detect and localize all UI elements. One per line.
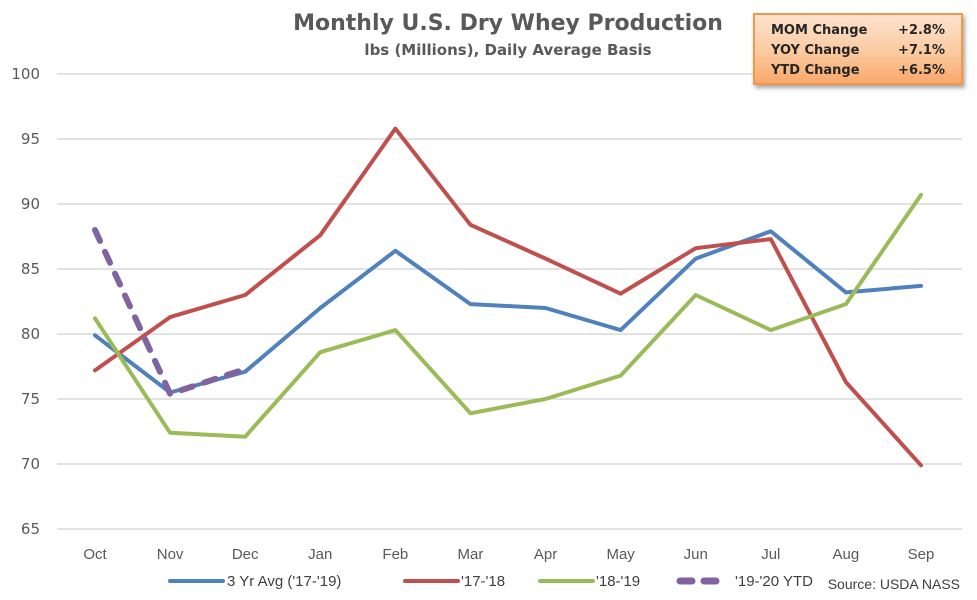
stats-label: YOY Change bbox=[771, 43, 860, 58]
stats-label: MOM Change bbox=[771, 23, 868, 38]
y-tick-label: 100 bbox=[11, 65, 40, 83]
legend-label: '19-'20 YTD bbox=[735, 573, 813, 590]
x-tick-label: Jun bbox=[684, 546, 708, 563]
series-line-3 bbox=[92, 227, 249, 397]
series-line-1 bbox=[93, 126, 923, 468]
x-tick-label: Jul bbox=[761, 546, 780, 563]
x-tick-label: Oct bbox=[83, 546, 107, 563]
chart-title: Monthly U.S. Dry Whey Production bbox=[293, 11, 723, 36]
series-line-2 bbox=[93, 192, 923, 439]
y-axis-ticks: 65 70 75 80 85 90 95 100 bbox=[11, 65, 40, 538]
series-lines bbox=[92, 126, 923, 468]
stats-value: +7.1% bbox=[898, 43, 945, 58]
x-tick-label: Sep bbox=[908, 546, 935, 563]
y-tick-label: 95 bbox=[21, 130, 40, 148]
x-tick-label: Dec bbox=[232, 546, 259, 563]
change-stats-box: MOM Change +2.8% YOY Change +7.1% YTD Ch… bbox=[753, 13, 963, 85]
stats-row-ytd: YTD Change +6.5% bbox=[771, 61, 945, 81]
x-axis-ticks: Oct Nov Dec Jan Feb Mar Apr May Jun Jul Aug Sep bbox=[83, 546, 934, 563]
stats-row-yoy: YOY Change +7.1% bbox=[771, 41, 945, 61]
x-tick-label: Jan bbox=[308, 546, 332, 563]
x-tick-label: Aug bbox=[833, 546, 860, 563]
stats-value: +6.5% bbox=[898, 63, 945, 78]
legend-label: '18-'19 bbox=[596, 573, 640, 590]
series-line-0 bbox=[93, 229, 923, 395]
y-tick-label: 90 bbox=[21, 195, 40, 213]
y-tick-label: 65 bbox=[21, 520, 40, 538]
y-tick-label: 75 bbox=[21, 390, 40, 408]
legend-label: 3 Yr Avg ('17-'19) bbox=[227, 573, 341, 590]
x-tick-label: May bbox=[606, 546, 635, 563]
x-tick-label: Nov bbox=[157, 546, 184, 563]
chart-subtitle: lbs (Millions), Daily Average Basis bbox=[364, 41, 651, 59]
stats-value: +2.8% bbox=[898, 23, 945, 38]
y-tick-label: 85 bbox=[21, 260, 40, 278]
legend: 3 Yr Avg ('17-'19) '17-'18 '18-'19 '19-'20 … bbox=[168, 573, 813, 590]
x-tick-label: Mar bbox=[458, 546, 484, 563]
legend-label: '17-'18 bbox=[461, 573, 505, 590]
y-tick-label: 80 bbox=[21, 325, 40, 343]
y-tick-label: 70 bbox=[21, 455, 40, 473]
stats-label: YTD Change bbox=[771, 63, 860, 78]
x-tick-label: Apr bbox=[534, 546, 557, 563]
gridlines bbox=[57, 73, 962, 530]
x-tick-label: Feb bbox=[382, 546, 408, 563]
source-label: Source: USDA NASS bbox=[828, 576, 960, 592]
stats-row-mom: MOM Change +2.8% bbox=[771, 21, 945, 41]
